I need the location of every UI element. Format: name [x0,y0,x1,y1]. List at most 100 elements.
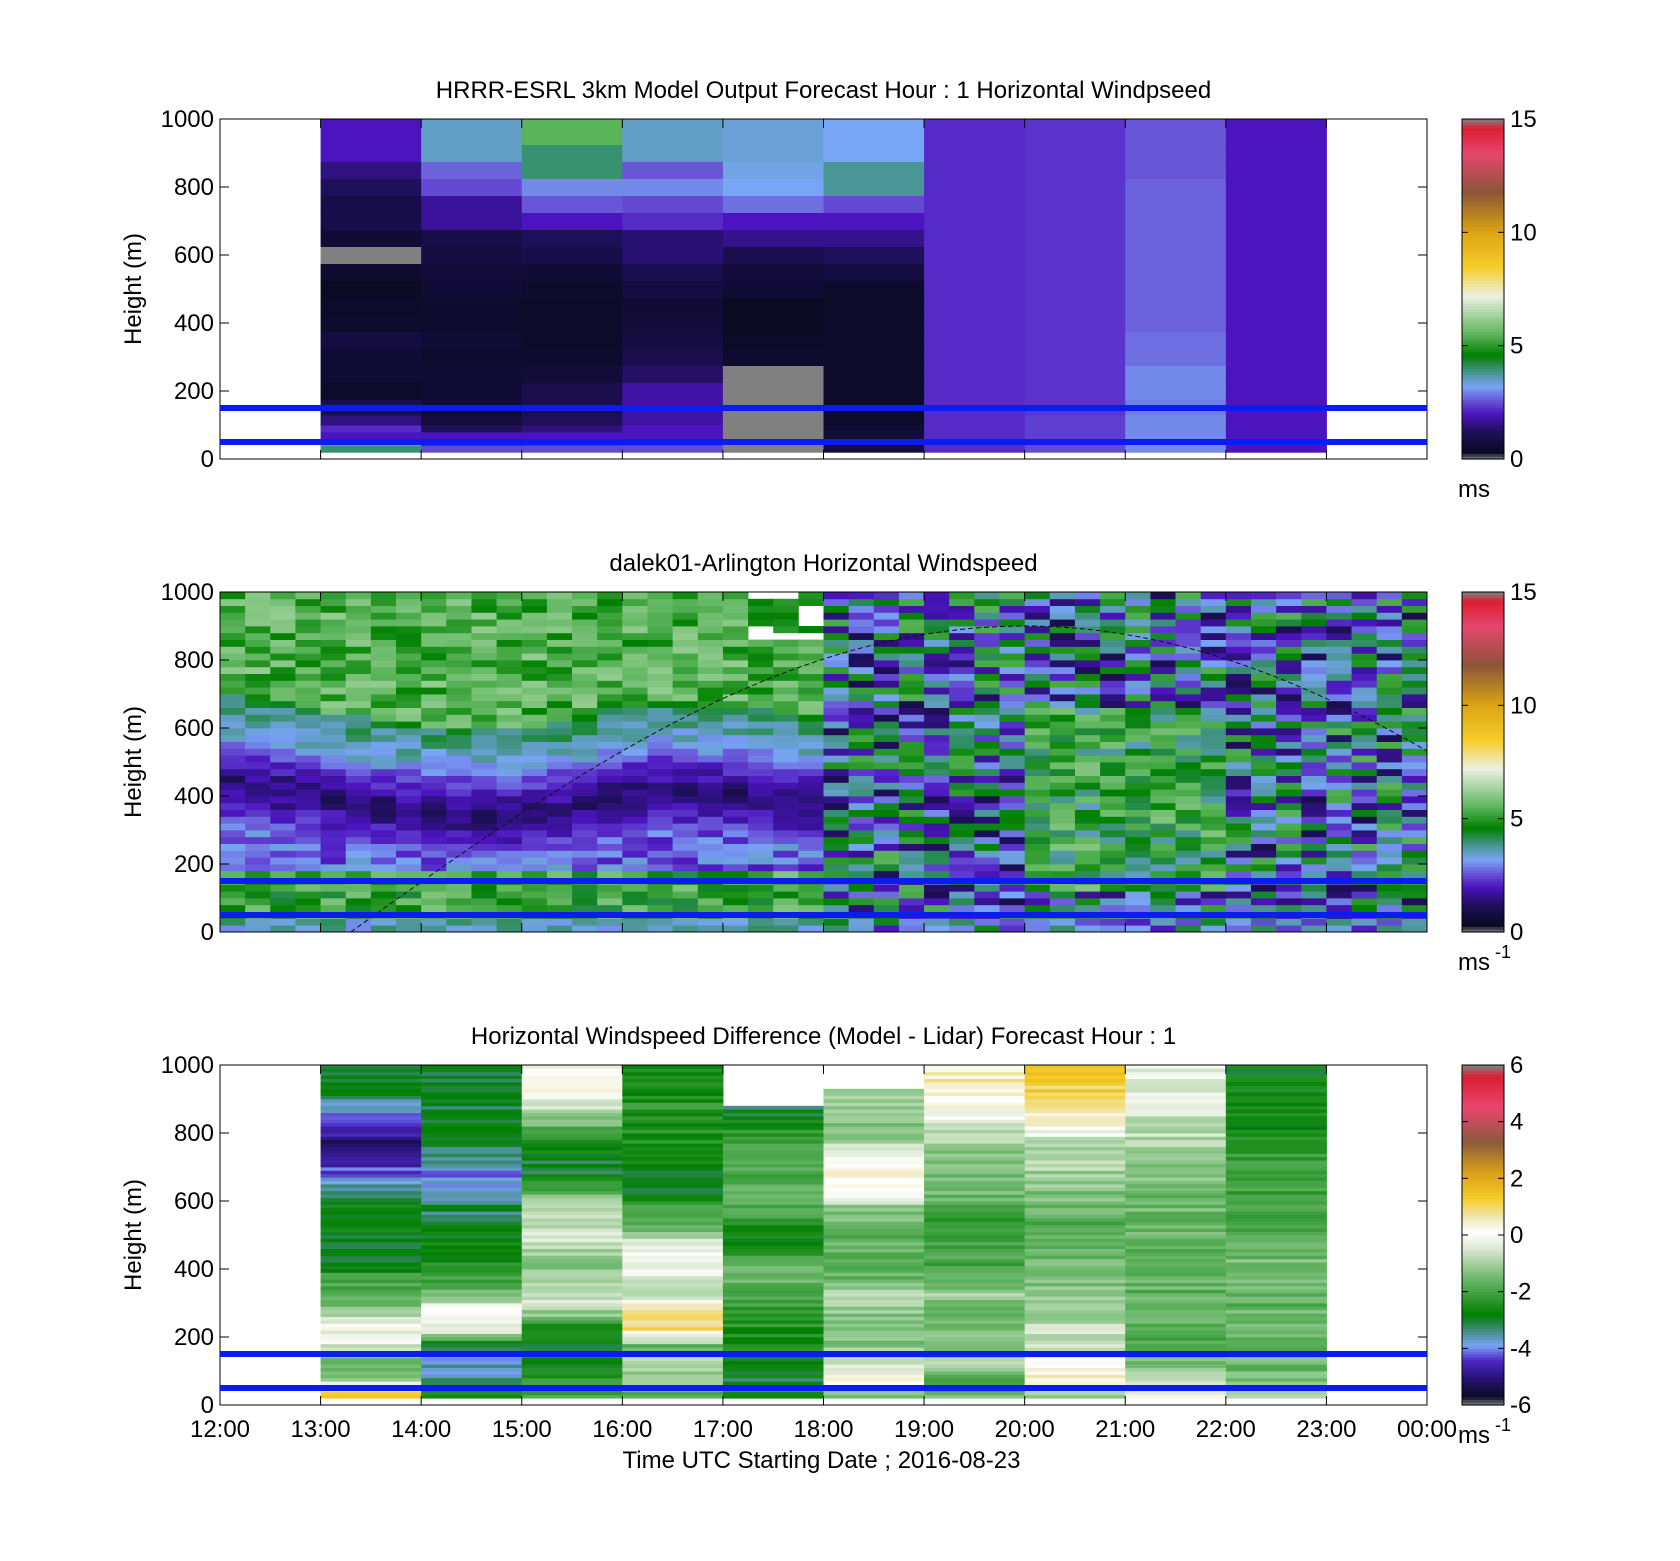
heatmap-cell [370,809,397,817]
heatmap-cell [672,789,699,797]
heatmap-cell [421,1207,523,1212]
heatmap-cell [1401,626,1428,634]
heatmap-cell [1125,1092,1227,1096]
heatmap-cell [421,1313,523,1317]
heatmap-cell [1326,666,1352,674]
heatmap-cell [546,789,573,797]
heatmap-cell [873,660,900,668]
heatmap-cell [320,673,347,681]
heatmap-cell [848,605,875,613]
heatmap-cell [1100,898,1126,906]
heatmap-cell [320,1377,422,1382]
heatmap-cell [748,850,774,858]
colorbar-segment [1462,223,1504,228]
heatmap-cell [1276,660,1302,668]
heatmap-cell [974,714,1000,722]
heatmap-cell [722,1139,824,1144]
heatmap-cell [1074,626,1101,634]
heatmap-cell [1326,680,1352,688]
heatmap-cell [672,768,699,776]
heatmap-cell [1326,653,1352,661]
heatmap-cell [496,639,523,647]
heatmap-cell [1301,768,1327,776]
heatmap-cell [1351,687,1378,695]
heatmap-cell [446,660,472,668]
heatmap-cell [873,734,900,742]
heatmap-cell [1125,1177,1227,1181]
heatmap-cell [396,626,422,634]
heatmap-cell [320,891,347,899]
heatmap-cell [924,1150,1026,1154]
heatmap-cell [722,1262,824,1266]
heatmap-cell [647,789,674,797]
heatmap-cell [722,1167,824,1171]
heatmap-cell [1125,246,1227,264]
heatmap-cell [320,1269,422,1273]
heatmap-cell [898,918,925,926]
heatmap-cell [320,431,422,440]
heatmap-cell [672,864,699,872]
heatmap-cell [823,1313,925,1317]
heatmap-cell [1100,639,1126,647]
heatmap-cell [748,598,774,606]
heatmap-cell [521,1088,623,1093]
heatmap-cell [421,694,447,702]
heatmap-cell [572,639,598,647]
heatmap-cell [1125,1163,1227,1168]
heatmap-cell [722,382,824,400]
heatmap-cell [421,1143,523,1147]
colorbar-segment [1462,594,1504,599]
heatmap-cell [320,1275,422,1280]
heatmap-cell [320,1092,422,1096]
heatmap-cell [823,1218,925,1222]
heatmap-cell [1301,700,1327,708]
heatmap-cell [1024,700,1051,708]
colorbar-segment [1462,645,1504,650]
heatmap-cell [1401,857,1428,865]
heatmap-cell [873,864,900,872]
heatmap-cell [320,741,347,749]
heatmap-cell [320,1238,422,1243]
heatmap-cell [597,891,623,899]
heatmap-cell [1200,898,1227,906]
heatmap-cell [396,768,422,776]
heatmap-cell [1225,1099,1327,1103]
heatmap-cell [295,660,321,668]
heatmap-cell [1024,1194,1126,1198]
heatmap-cell [823,809,850,817]
heatmap-cell [722,1245,824,1249]
heatmap-cell [446,646,472,654]
heatmap-cell [521,263,623,281]
heatmap-cell [622,1133,724,1137]
heatmap-cell [270,850,296,858]
heatmap-cell [748,918,774,926]
heatmap-cell [647,816,674,824]
heatmap-cell [1175,721,1202,729]
heatmap-cell [697,734,724,742]
heatmap-cell [521,445,623,453]
heatmap-cell [421,314,523,332]
colorbar-segment [1462,1314,1504,1318]
heatmap-cell [1401,836,1428,844]
heatmap-cell [722,768,749,776]
heatmap-cell [220,734,246,742]
heatmap-cell [1100,925,1126,933]
heatmap-cell [1401,612,1428,620]
heatmap-cell [245,653,271,661]
heatmap-cell [471,612,498,620]
heatmap-cell [370,925,397,933]
heatmap-cell [396,830,422,838]
heatmap-cell [1125,864,1151,872]
heatmap-cell [396,741,422,749]
heatmap-cell [1125,1323,1227,1328]
heatmap-cell [1049,768,1076,776]
heatmap-cell [773,925,799,933]
heatmap-cell [924,1102,1026,1107]
heatmap-cell [1024,632,1051,640]
heatmap-cell [597,925,623,933]
heatmap-cell [924,1180,1026,1185]
heatmap-cell [1024,809,1051,817]
heatmap-cell [421,1177,523,1181]
heatmap-cell [320,639,347,647]
heatmap-cell [396,809,422,817]
